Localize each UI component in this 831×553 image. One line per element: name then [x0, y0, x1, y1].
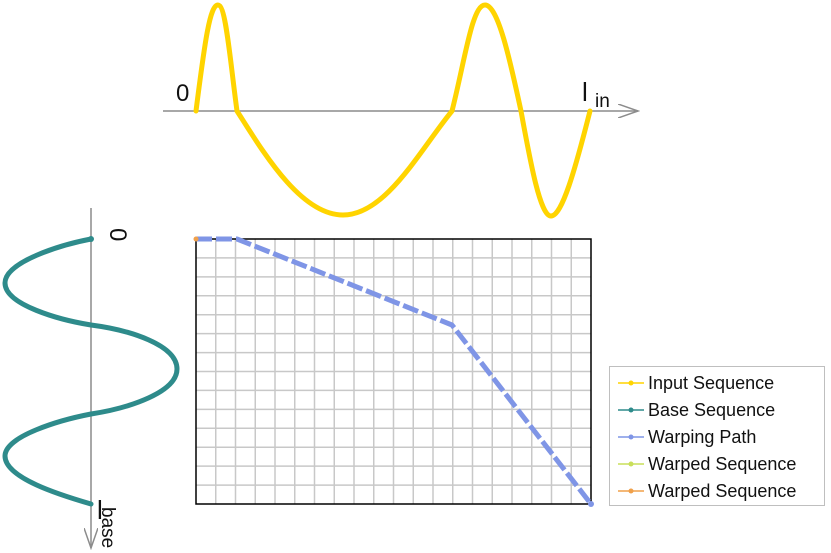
warping-path-start-marker [193, 236, 199, 242]
legend-swatch-input-sequence [618, 379, 644, 387]
base-sequence-start-marker [88, 236, 94, 242]
input-axis-origin-label: 0 [176, 80, 189, 107]
legend-swatch-warping-path [618, 433, 644, 441]
legend: Input Sequence Base Sequence Warping Pat… [609, 366, 825, 506]
legend-item-warped-sequence-1: Warped Sequence [610, 452, 824, 476]
warping-grid-border [195, 238, 592, 505]
legend-swatch-base-sequence [618, 406, 644, 414]
warping-path [196, 236, 593, 506]
legend-label-warped-sequence-1: Warped Sequence [648, 454, 797, 474]
warping-grid [196, 239, 591, 504]
legend-label-base-sequence: Base Sequence [648, 400, 776, 420]
base-axis-end-label: l [97, 495, 103, 525]
legend-item-warping-path: Warping Path [610, 425, 824, 449]
input-axis-end-label: l in [582, 77, 610, 112]
legend-swatch-warped-sequence-2 [618, 487, 644, 495]
legend-swatch-warped-sequence-1 [618, 460, 644, 468]
base-axis-end-label-main: l [97, 495, 103, 525]
input-axis-end-label-sub: in [595, 91, 610, 112]
legend-item-input-sequence: Input Sequence [610, 371, 824, 395]
legend-label-warping-path: Warping Path [648, 427, 757, 447]
warping-path-end-marker [588, 501, 594, 507]
input-sequence-curve [193, 2, 593, 219]
legend-item-base-sequence: Base Sequence [610, 398, 824, 422]
legend-label-input-sequence: Input Sequence [648, 373, 775, 393]
base-axis-end-label-sub: base [97, 507, 118, 548]
base-axis-origin-label: 0 [104, 228, 131, 241]
legend-label-warped-sequence-2: Warped Sequence [648, 481, 797, 501]
base-sequence-curve [2, 236, 180, 507]
legend-item-warped-sequence-2: Warped Sequence [610, 479, 824, 503]
input-axis-end-label-main: l [582, 77, 588, 107]
